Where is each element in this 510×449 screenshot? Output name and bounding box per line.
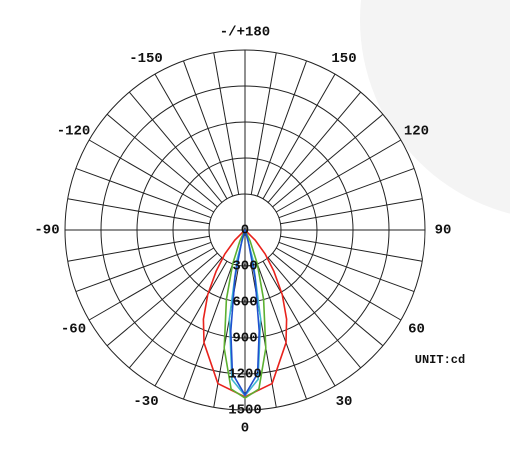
ring [100,85,390,375]
angle-tick-label: -120 [57,124,91,140]
intensity-curve [229,227,261,397]
r-tick-label: 0 [241,223,249,239]
angle-tick-label: -150 [129,51,163,67]
angle-tick-label: -60 [61,322,86,338]
angle-tick-label: -/+180 [220,25,270,41]
angle-tick-label: 30 [336,394,353,410]
ring [136,121,354,339]
r-tick-label: 900 [232,331,257,347]
angle-tick-label: -30 [133,394,158,410]
r-tick-label: 600 [232,295,257,311]
angle-tick-label: 150 [331,51,356,67]
ring [64,49,426,411]
unit-label: UNIT:cd [415,353,465,367]
angle-tick-label: 60 [408,322,425,338]
r-tick-label: 1200 [228,367,262,383]
angle-tick-label: -90 [34,223,59,239]
angle-tick-label: 120 [404,124,429,140]
angle-tick-label: 0 [241,421,249,437]
ring [208,193,282,267]
background-shape [360,0,510,214]
r-tick-label: 300 [232,259,257,275]
r-tick-label: 1500 [228,403,262,419]
angle-tick-label: 90 [435,223,452,239]
ring [172,157,318,303]
intensity-curve [223,228,267,399]
